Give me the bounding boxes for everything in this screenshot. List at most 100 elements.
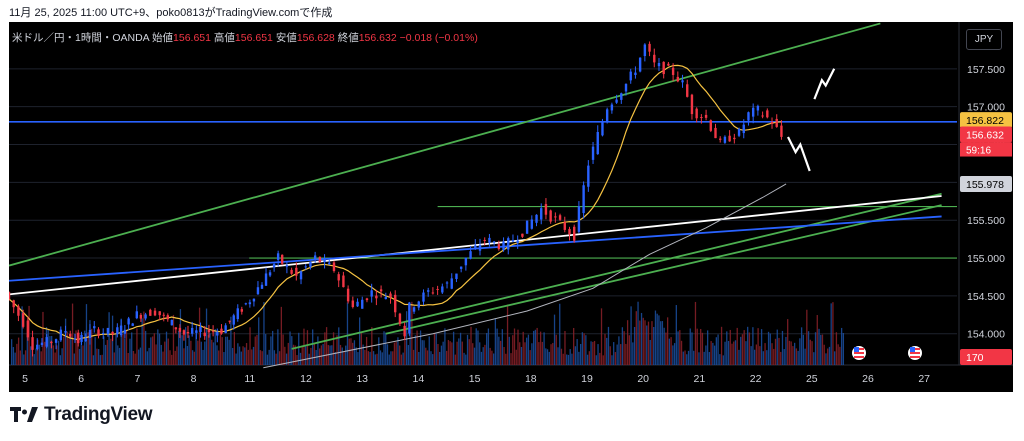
volume-bar [599,352,601,365]
volume-bar [444,328,446,365]
volume-bar [621,327,624,365]
candle-body [733,137,736,140]
volume-bar [726,331,728,365]
volume-bar [701,332,704,365]
volume-bar [320,345,323,365]
candle-body [751,107,755,117]
volume-bar [221,337,223,365]
volume-bar [670,337,672,365]
volume-bar [357,352,359,365]
change-value: −0.018 (−0.01%) [399,32,478,44]
candle-body [59,329,63,341]
candle-body [351,300,355,308]
candle-body [624,83,628,92]
price-axis: 157.500157.000156.500156.000155.500155.0… [960,64,1012,365]
candle-body [106,327,110,335]
time-tick-label: 22 [750,373,762,385]
volume-bar [61,348,63,365]
volume-bar [767,331,770,365]
volume-bar [592,341,594,365]
volume-bar [150,337,152,365]
volume-bar [684,350,686,365]
volume-bar [339,344,342,365]
volume-bar [411,301,413,365]
price-tick-label: 157.000 [967,102,1005,114]
candle-body [365,298,369,301]
candle-body [36,344,39,350]
candle-body [638,57,642,72]
volume-bar [125,329,128,365]
candle-body [80,334,83,342]
volume-bar [364,349,366,365]
volume-bar [251,349,253,365]
volume-bar [640,312,643,365]
volume-bar [508,336,510,365]
volume-bar [379,350,382,365]
volume-bar [586,354,589,365]
ask-price-tag: 156.822 [966,115,1004,127]
countdown-label: 59:16 [966,146,991,157]
candle-body [153,310,157,316]
candle-body [653,54,656,63]
price-chart[interactable]: 157.500157.000156.500156.000155.500155.0… [9,22,1013,392]
volume-bar [66,331,68,365]
volume-bar [465,354,467,365]
candle-body [149,309,152,316]
volume-bar [345,345,347,365]
volume-bar [139,347,142,365]
volume-bar [491,350,493,365]
volume-bar [207,334,209,365]
volume-bar [412,349,415,365]
volume-bar [647,321,650,365]
volume-bar [245,343,248,365]
volume-bar [331,345,333,365]
volume-bar [381,352,383,365]
volume-bar [418,351,420,365]
volume-bar [367,351,369,365]
volume-bar [682,351,684,365]
ma-value-tag-bg [960,176,1012,193]
volume-bar [214,329,216,365]
candle-body [605,109,609,123]
volume-bar [604,333,606,365]
tradingview-logo[interactable]: TradingView [10,404,153,426]
volume-bar [99,355,102,365]
symbol-label[interactable]: 米ドル／円・1時間・OANDA [12,32,150,44]
volume-bar [407,345,410,365]
currency-button[interactable]: JPY [966,29,1002,50]
candle-body [455,273,458,279]
volume-bar [402,352,404,365]
volume-bar [807,331,810,365]
volume-bar [200,341,202,365]
volume-bar [541,341,543,365]
time-tick-label: 27 [918,373,930,385]
volume-bar [673,343,676,365]
volume-bar [386,344,389,365]
volume-bar [755,344,758,365]
candle-body [398,313,402,324]
volume-bar [486,333,488,365]
volume-bar [840,327,843,365]
candle-body [144,314,147,319]
volume-bar [57,340,60,365]
volume-bar [343,351,345,365]
volume-bar [623,331,625,365]
volume-bar [183,348,185,365]
chart-caption: 11月 25, 2025 11:00 UTC+9、poko0813がTradin… [9,7,333,19]
price-tick-label: 155.500 [967,215,1005,227]
volume-bar [813,352,815,365]
volume-bar [477,330,479,365]
volume-bar [677,331,679,365]
volume-bar [713,345,716,365]
volume-bar [442,341,444,365]
volume-bar [696,328,698,365]
chart-frame[interactable]: 157.500157.000156.500156.000155.500155.0… [9,22,1013,392]
volume-bar [193,351,195,365]
volume-bar [390,351,392,365]
candle-body [337,274,340,281]
volume-bar [228,339,230,365]
candle-body [26,320,30,338]
volume-bar [668,338,671,365]
volume-bar [115,333,117,365]
volume-bar [336,335,338,365]
